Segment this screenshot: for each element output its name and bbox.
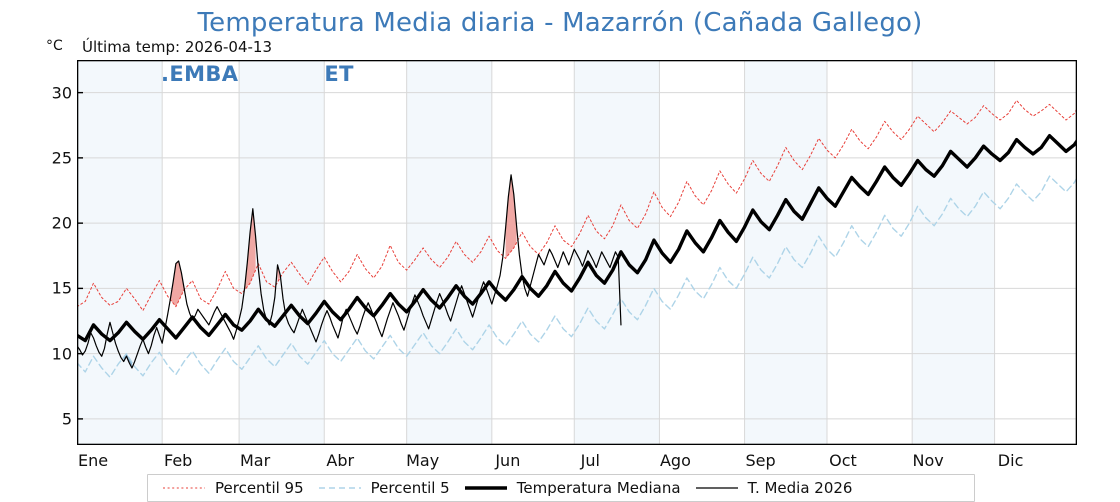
legend-label: Percentil 95: [215, 479, 304, 497]
series-line-percentil-95: [77, 99, 1077, 312]
series-line-t-media-2026: [77, 174, 622, 369]
x-tick-ene: Ene: [77, 451, 109, 470]
legend-line-sample: [695, 487, 738, 489]
x-tick-mar: Mar: [239, 451, 271, 470]
anomaly-fill-above-p95: [244, 208, 256, 291]
y-tick-20: 20: [51, 213, 72, 233]
x-tick-sep: Sep: [745, 451, 776, 470]
plot-frame: [77, 60, 1077, 445]
series-line-percentil-5: [77, 175, 1077, 378]
y-tick-15: 15: [51, 278, 72, 298]
x-axis-tick-labels: Ene Feb Mar Abr May Jun Jul Ago Sep Oct Nov Dic: [77, 445, 1077, 475]
y-tick-30: 30: [51, 83, 72, 103]
legend-item-percentil-5: Percentil 5: [304, 475, 450, 501]
legend-line-sample: [318, 487, 361, 489]
y-tick-10: 10: [51, 344, 72, 364]
month-band-nov: [912, 60, 995, 445]
y-tick-25: 25: [51, 148, 72, 168]
x-tick-jul: Jul: [580, 451, 600, 470]
plot-area: [77, 60, 1077, 445]
legend-label: T. Media 2026: [747, 479, 853, 497]
x-tick-oct: Oct: [829, 451, 857, 470]
x-tick-feb: Feb: [163, 451, 193, 470]
page-title: Temperatura Media diaria - Mazarrón (Cañ…: [197, 8, 923, 38]
chart-legend: Percentil 95 Percentil 5 Temperatura Media…: [147, 474, 975, 502]
x-tick-dic: Dic: [997, 451, 1024, 470]
legend-line-sample: [163, 487, 205, 489]
x-tick-may: May: [406, 451, 440, 470]
legend-label: Percentil 5: [370, 479, 450, 497]
month-band-ene: [77, 60, 163, 445]
x-tick-abr: Abr: [326, 451, 355, 470]
legend-item-percentil-95: Percentil 95: [148, 475, 304, 501]
month-band-sep: [744, 60, 827, 445]
y-axis-tick-labels: 5 10 15 20 25 30: [28, 60, 72, 445]
series-line-temperatura-mediana: [77, 133, 1077, 343]
y-tick-5: 5: [61, 409, 72, 429]
x-tick-nov: Nov: [912, 451, 944, 470]
legend-label: Temperatura Mediana: [516, 479, 681, 497]
legend-item-t-media-2026: T. Media 2026: [681, 475, 853, 501]
last-temp-label: Última temp: 2026-04-13: [82, 38, 273, 56]
x-tick-jun: Jun: [495, 451, 521, 470]
anomaly-fill-above-p95: [505, 174, 517, 259]
legend-line-sample: [464, 486, 507, 490]
temperature-chart-svg: [77, 60, 1077, 445]
x-tick-ago: Ago: [659, 451, 691, 470]
y-axis-unit-label: °C: [46, 38, 63, 54]
legend-item-temperatura-mediana: Temperatura Mediana: [450, 475, 681, 501]
month-band-may: [406, 60, 492, 445]
